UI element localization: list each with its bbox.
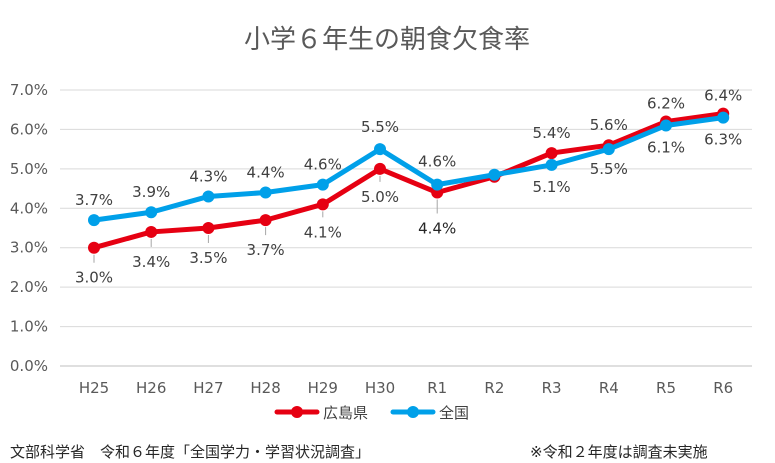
y-tick-label: 2.0% (10, 278, 48, 296)
legend-swatch-marker (407, 406, 419, 418)
series-point (660, 119, 672, 132)
data-label: 3.0% (75, 269, 113, 287)
data-label: 6.2% (647, 95, 685, 113)
series-point (431, 178, 444, 191)
series-point (145, 206, 158, 219)
data-label: 5.6% (590, 116, 628, 134)
series-line-1 (91, 115, 726, 223)
data-label: 6.3% (704, 131, 742, 149)
x-tick-label: R1 (427, 379, 447, 397)
data-label: 4.4% (247, 164, 285, 182)
data-label: 4.4% (418, 220, 456, 238)
series-point (259, 214, 272, 227)
data-label: 3.5% (189, 249, 227, 267)
y-tick-label: 6.0% (10, 120, 48, 138)
y-axis-ticks: 0.0% 1.0% 2.0% 3.0% 4.0% 5.0% 6.0% 7.0% (10, 81, 48, 375)
y-tick-label: 5.0% (10, 160, 48, 178)
x-tick-label: R6 (713, 379, 733, 397)
series-point (88, 241, 100, 254)
series-point (316, 178, 329, 191)
series-point (488, 168, 501, 181)
series-point (545, 147, 558, 160)
series-point (88, 214, 100, 227)
data-label: 3.7% (247, 241, 285, 259)
series-point (545, 158, 558, 171)
data-label: 5.1% (533, 178, 571, 196)
source-note: 文部科学省 令和６年度「全国学力・学習状況調査」 (10, 443, 371, 461)
data-label: 6.4% (704, 87, 742, 105)
chart-title: 小学６年生の朝食欠食率 (244, 25, 530, 55)
data-label: 3.9% (132, 183, 170, 201)
series-line-0 (91, 111, 726, 251)
y-tick-label: 7.0% (10, 81, 48, 99)
series-point (316, 198, 329, 211)
x-tick-label: H30 (365, 379, 395, 397)
series-point (602, 143, 615, 156)
data-label: 4.3% (189, 167, 227, 185)
x-tick-label: R4 (599, 379, 619, 397)
x-tick-label: R3 (542, 379, 562, 397)
x-tick-label: R2 (484, 379, 504, 397)
x-tick-label: H29 (308, 379, 338, 397)
data-label: 4.1% (304, 223, 342, 241)
grid-lines (60, 89, 752, 367)
series-point (202, 190, 215, 203)
label-leader-lines (93, 175, 438, 263)
survey-note: ※令和２年度は調査未実施 (530, 443, 708, 461)
x-tick-label: H27 (193, 379, 223, 397)
series-lines (88, 107, 730, 254)
series-point (145, 225, 158, 238)
y-tick-label: 1.0% (10, 318, 48, 336)
x-tick-label: R5 (656, 379, 676, 397)
data-label: 5.5% (361, 118, 399, 136)
x-tick-label: H25 (79, 379, 109, 397)
y-tick-label: 3.0% (10, 239, 48, 257)
data-label: 5.5% (590, 160, 628, 178)
data-label: 4.6% (304, 156, 342, 174)
legend-swatch-marker (291, 406, 303, 418)
data-label: 3.7% (75, 191, 113, 209)
y-tick-label: 0.0% (10, 357, 48, 375)
data-label: 3.4% (132, 253, 170, 271)
legend: 広島県 全国 (274, 404, 469, 422)
data-label: 4.6% (418, 153, 456, 171)
series-point (374, 143, 386, 156)
series-point (259, 186, 272, 199)
data-label: 5.0% (361, 188, 399, 206)
data-label: 5.4% (533, 124, 571, 142)
legend-label: 全国 (439, 404, 469, 422)
series-point (717, 111, 730, 124)
data-label: 6.1% (647, 138, 685, 156)
x-tick-label: H28 (250, 379, 280, 397)
y-tick-label: 4.0% (10, 199, 48, 217)
series-point (202, 222, 215, 234)
data-labels: 3.0% 3.4% 3.5% 3.7% 4.1% 5.0% 4.4% 5.4% 5.6% 6.2%… (75, 87, 742, 287)
x-tick-label: H26 (136, 379, 166, 397)
x-axis-ticks: H25 H26 H27 H28 H29 H30 R1 R2 R3 R4 R5 R6 (79, 379, 733, 397)
legend-label: 広島県 (323, 404, 368, 422)
series-point (374, 162, 386, 175)
